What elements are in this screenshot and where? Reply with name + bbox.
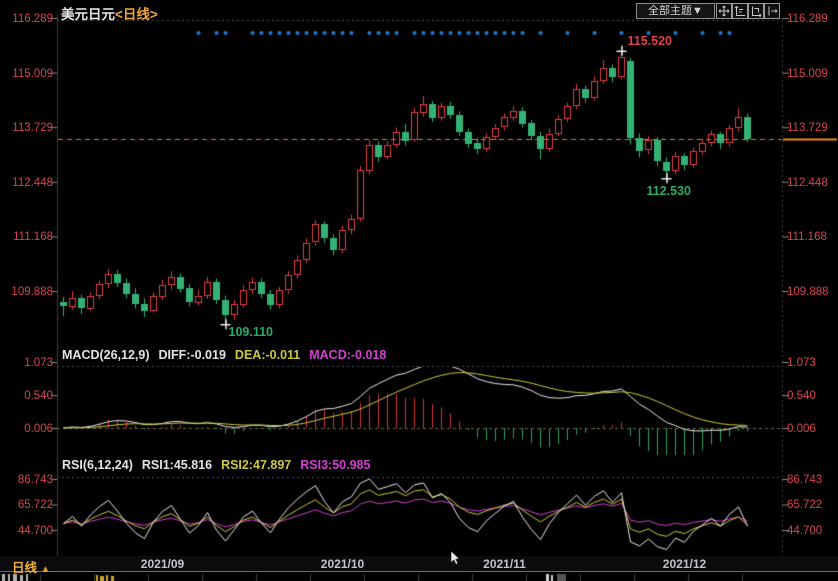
y-axis-label: 44.700 [17,525,53,537]
y-axis-label: 115.009 [12,68,53,80]
y-axis-label: 109.888 [787,286,829,298]
y-axis-label: 65.722 [17,499,53,511]
y-axis-label: 112.448 [787,177,828,189]
y-axis-label: 0.540 [787,390,816,402]
scale-y-axis-icon [734,6,745,16]
rsi-header: RSI(6,12,24) RSI1:45.816 RSI2:47.897 RSI3:5… [62,458,379,472]
triangle-up-icon: ▲ [40,564,51,575]
y-axis-label: 112.448 [12,177,53,189]
y-axis-label: 1.073 [24,357,53,369]
month-label: 2021/12 [662,557,707,571]
macd-macd-value: MACD:-0.018 [309,348,387,362]
crosshair-button[interactable] [716,3,732,19]
rsi-params: RSI(6,12,24) [62,458,133,472]
rsi3-value: RSI3:50.985 [300,458,371,472]
month-label: 2021/10 [320,557,365,571]
chart-title: 美元日元<日线> [61,3,158,23]
macd-header: MACD(26,12,9) DIFF:-0.019 DEA:-0.011 MACD:-… [62,348,395,362]
instrument-name: 美元日元 [61,7,115,22]
period-selector[interactable]: 日线 ▲ [12,557,50,576]
rsi2-value: RSI2:47.897 [221,458,292,472]
y-axis-label: 113.729 [787,122,828,134]
month-label: 2021/09 [140,557,185,571]
y-axis-label: 86.743 [787,474,823,486]
period-tag: <日线> [115,7,158,22]
mouse-cursor [451,551,460,565]
y-axis-label: 116.289 [12,13,53,25]
y-axis-label: 111.168 [13,231,53,243]
y-axis-label: 44.700 [787,525,823,537]
month-label: 2021/11 [483,557,526,571]
y-axis-label: 116.289 [787,13,828,25]
period-selector-label: 日线 [12,561,38,575]
y-axis-label: 109.888 [11,286,53,298]
y-axis-label: 0.006 [24,423,53,435]
pullback-low-annotation: 112.530 [646,184,692,199]
macd-diff-value: DIFF:-0.019 [158,348,226,362]
shift-right-icon [768,6,778,16]
crosshair-icon [718,5,730,17]
low-price-annotation: 109.110 [228,325,274,340]
y-axis-label: 1.073 [787,357,816,369]
high-price-annotation: 115.520 [627,33,673,48]
y-axis-label: 115.009 [787,68,828,80]
theme-dropdown[interactable]: 全部主题▼ [636,3,715,19]
scale-x-axis-icon [752,6,762,17]
y-axis-label: 111.168 [787,231,827,243]
scale-x-axis-button[interactable] [748,3,764,19]
y-axis-label: 86.743 [17,474,53,486]
rsi1-value: RSI1:45.816 [141,458,213,472]
scale-y-axis-button[interactable] [732,3,748,19]
y-axis-label: 0.006 [787,423,816,435]
y-axis-label: 113.729 [12,122,53,134]
y-axis-label: 0.540 [24,390,53,402]
y-axis-label: 65.722 [787,499,823,511]
macd-params: MACD(26,12,9) [62,348,150,362]
shift-right-button[interactable] [764,3,780,19]
macd-dea-value: DEA:-0.011 [234,348,301,362]
time-axis-strip: 日线 ▲ 2021/09 2021/10 2021/11 2021/12 [0,556,838,575]
